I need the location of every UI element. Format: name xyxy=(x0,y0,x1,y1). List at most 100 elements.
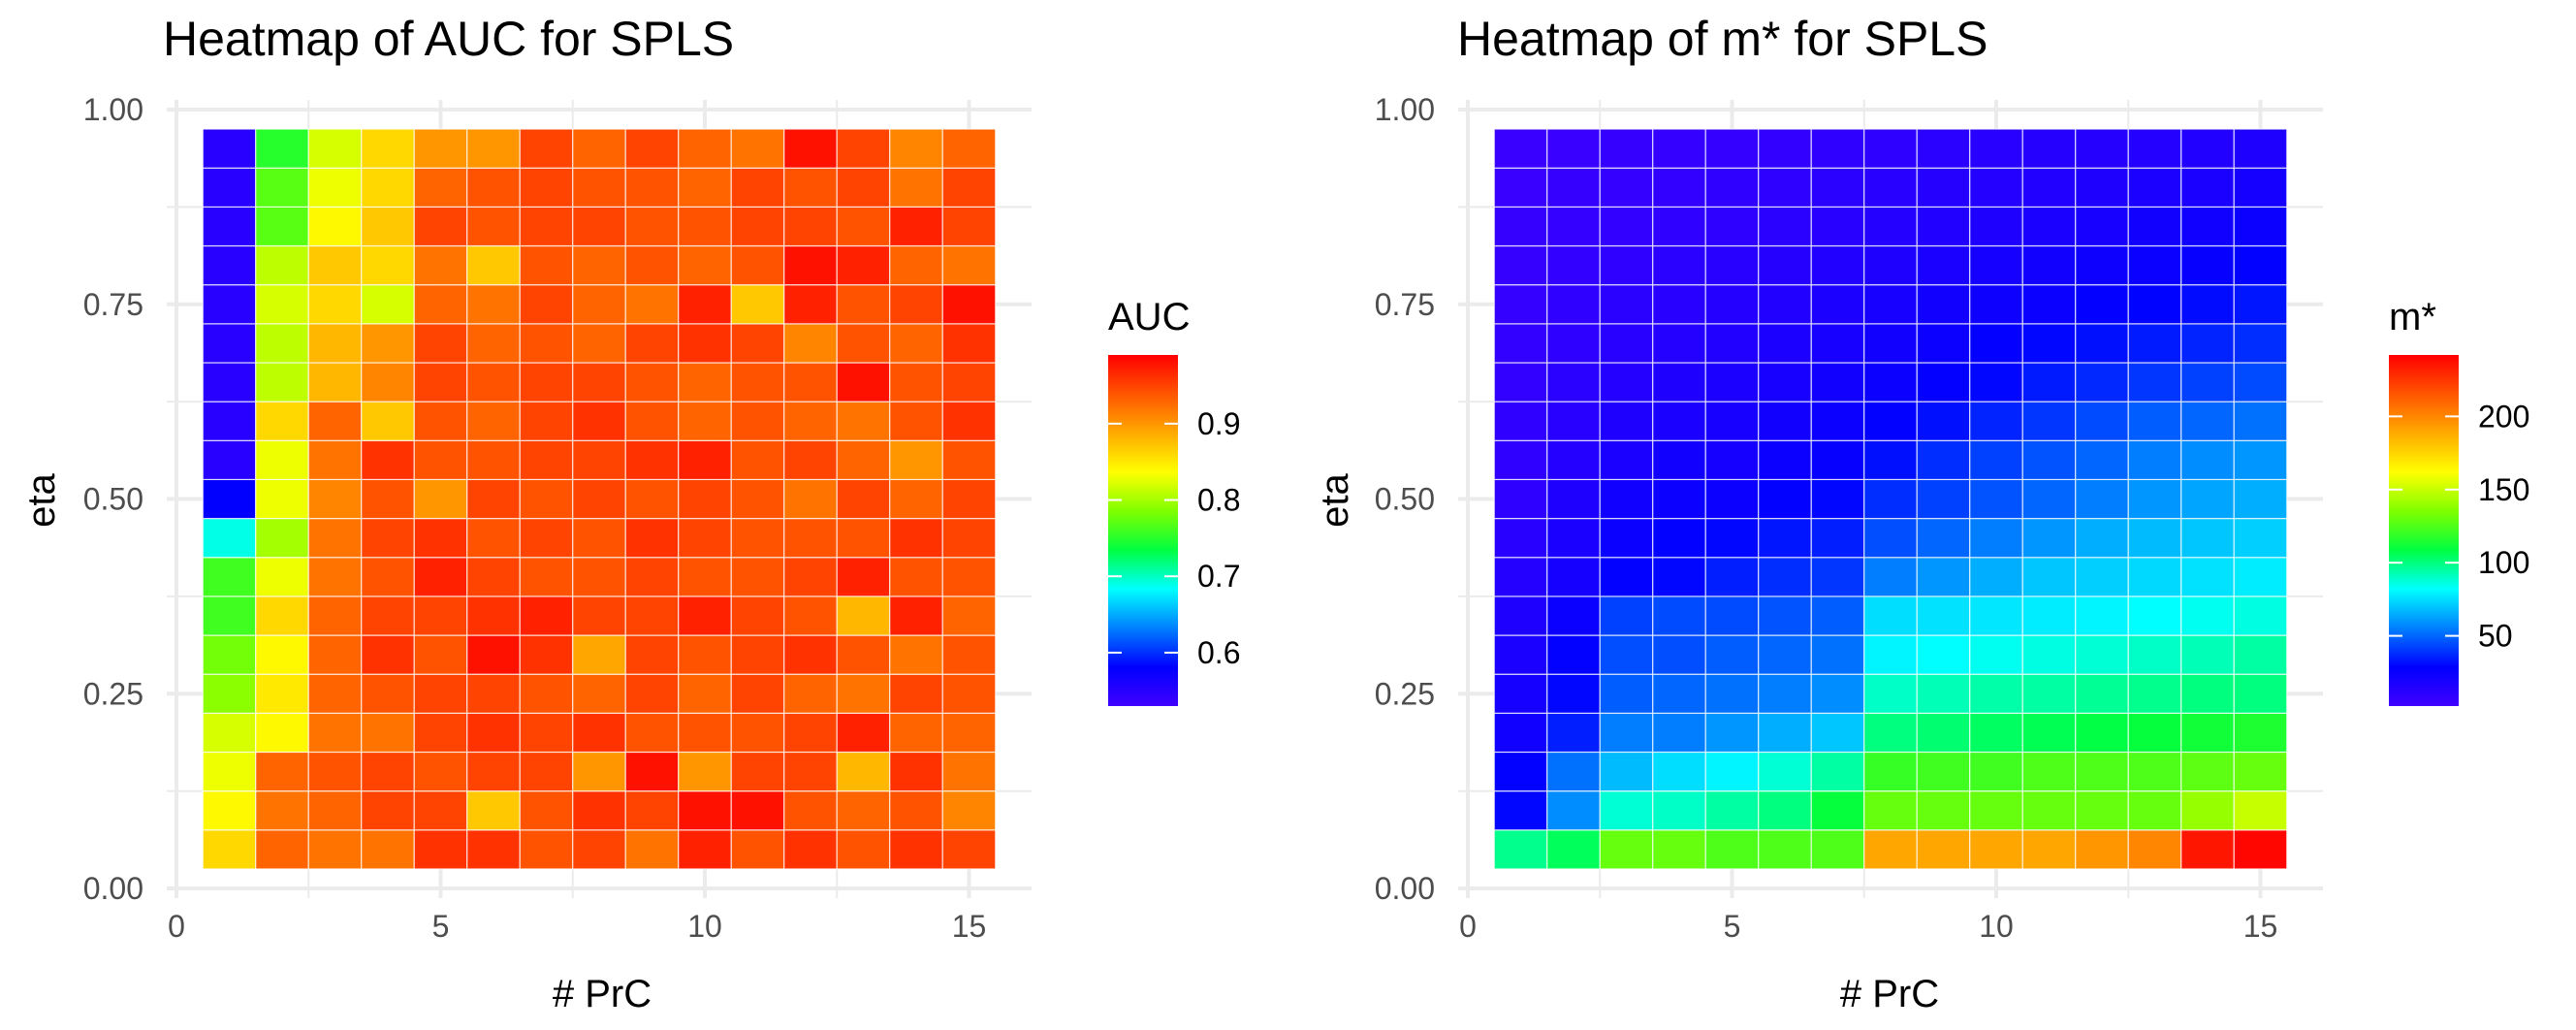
auc-heatmap-cell xyxy=(255,478,309,520)
mstar-heatmap-cell xyxy=(1599,595,1654,636)
auc-heatmap-cell xyxy=(255,517,309,559)
mstar-heatmap-cell xyxy=(1493,362,1548,402)
auc-heatmap-cell xyxy=(783,362,838,402)
mstar-heatmap-cell xyxy=(1652,517,1706,559)
auc-heatmap-cell xyxy=(466,557,521,597)
mstar-heatmap-cell xyxy=(1758,167,1812,208)
auc-heatmap-cell xyxy=(202,284,257,325)
auc-colorbar-label: 0.6 xyxy=(1197,635,1240,670)
auc-heatmap-cell xyxy=(361,167,415,208)
auc-x-tick-labels: 0 5 10 15 xyxy=(168,909,986,944)
auc-heatmap-cell xyxy=(783,790,838,831)
auc-heatmap-cell xyxy=(572,790,626,831)
mstar-heatmap-cell xyxy=(2180,478,2235,520)
auc-heatmap-cell xyxy=(519,712,574,754)
auc-heatmap-cell xyxy=(361,595,415,636)
mstar-heatmap-cell xyxy=(2021,128,2077,169)
auc-heatmap-cell xyxy=(255,323,309,364)
auc-heatmap-cell xyxy=(361,284,415,325)
auc-heatmap-cell xyxy=(572,557,626,597)
mstar-heatmap-cell xyxy=(1758,790,1812,831)
mstar-heatmap-cell xyxy=(1916,478,1971,520)
auc-heatmap-cell xyxy=(889,206,943,247)
mstar-heatmap-cell xyxy=(1546,401,1601,441)
auc-y-tick-label: 0.75 xyxy=(83,287,143,322)
mstar-heatmap-cell xyxy=(1704,829,1760,870)
mstar-heatmap-cell xyxy=(1493,244,1548,286)
mstar-heatmap-cell xyxy=(1599,790,1654,831)
auc-heatmap-cell xyxy=(519,751,574,792)
mstar-heatmap-cell xyxy=(1969,478,2023,520)
auc-heatmap-cell xyxy=(572,595,626,636)
auc-x-tick-label: 0 xyxy=(168,909,185,944)
auc-heatmap-cell xyxy=(730,712,785,754)
mstar-heatmap-cell xyxy=(2075,751,2129,792)
mstar-heatmap-cell xyxy=(1969,244,2023,286)
mstar-heatmap-cell xyxy=(2180,751,2235,792)
auc-colorbar-legend: AUC 0.6 0.7 0.8 0.9 xyxy=(1108,296,1240,706)
mstar-heatmap-cell xyxy=(1969,362,2023,402)
mstar-heatmap-panel: Heatmap of m* for SPLS 0.00 0.25 0.50 0.75 1… xyxy=(1314,12,2529,1015)
auc-heatmap-cell xyxy=(624,478,680,520)
mstar-heatmap-cell xyxy=(2075,167,2129,208)
mstar-heatmap-cell xyxy=(1969,557,2023,597)
mstar-heatmap-cell xyxy=(1969,751,2023,792)
mstar-heatmap-cell xyxy=(1704,323,1760,364)
auc-heatmap-cell xyxy=(889,673,943,714)
auc-heatmap-cell xyxy=(413,167,468,208)
mstar-heatmap-cell xyxy=(2233,128,2288,169)
auc-heatmap-cell xyxy=(624,362,680,402)
auc-colorbar xyxy=(1108,355,1178,706)
mstar-heatmap-cell xyxy=(2127,167,2182,208)
auc-heatmap-cell xyxy=(572,478,626,520)
auc-heatmap-cell xyxy=(836,362,891,402)
mstar-heatmap-cell xyxy=(1758,284,1812,325)
mstar-heatmap-cell xyxy=(2021,634,2077,675)
auc-heatmap-cell xyxy=(413,634,468,675)
auc-heatmap-cell xyxy=(413,362,468,402)
mstar-heatmap-cell xyxy=(1758,712,1812,754)
auc-heatmap-cell xyxy=(255,673,309,714)
auc-colorbar-title: AUC xyxy=(1108,296,1190,338)
mstar-heatmap-cell xyxy=(2233,557,2288,597)
mstar-heatmap-cell xyxy=(2075,401,2129,441)
auc-heatmap-cell xyxy=(255,401,309,441)
mstar-heatmap-cell xyxy=(1758,673,1812,714)
auc-heatmap-cell xyxy=(624,439,680,481)
auc-heatmap-cell xyxy=(361,244,415,286)
mstar-heatmap-cell xyxy=(2075,557,2129,597)
auc-heatmap-cell xyxy=(889,439,943,481)
mstar-heatmap-cell xyxy=(2127,244,2182,286)
mstar-heatmap-cell xyxy=(2075,478,2129,520)
mstar-heatmap-cell xyxy=(1546,517,1601,559)
auc-heatmap-cell xyxy=(361,751,415,792)
mstar-heatmap-cell xyxy=(2127,362,2182,402)
auc-heatmap-cells xyxy=(202,128,997,870)
auc-heatmap-cell xyxy=(519,244,574,286)
auc-heatmap-cell xyxy=(836,244,891,286)
mstar-heatmap-cell xyxy=(1969,829,2023,870)
mstar-heatmap-cell xyxy=(1810,244,1865,286)
mstar-heatmap-cell xyxy=(2127,829,2182,870)
auc-heatmap-cell xyxy=(413,401,468,441)
auc-heatmap-cell xyxy=(572,401,626,441)
auc-heatmap-cell xyxy=(361,439,415,481)
mstar-heatmap-cell xyxy=(2180,323,2235,364)
auc-heatmap-cell xyxy=(941,206,997,247)
auc-heatmap-cell xyxy=(783,595,838,636)
auc-heatmap-cell xyxy=(941,439,997,481)
auc-heatmap-cell xyxy=(307,244,363,286)
auc-heatmap-cell xyxy=(413,478,468,520)
auc-heatmap-cell xyxy=(941,284,997,325)
mstar-heatmap-cell xyxy=(1652,167,1706,208)
auc-x-tick-label: 15 xyxy=(952,909,987,944)
auc-heatmap-cell xyxy=(836,439,891,481)
mstar-heatmap-cell xyxy=(1916,751,1971,792)
auc-heatmap-cell xyxy=(466,751,521,792)
mstar-heatmap-cell xyxy=(1704,128,1760,169)
auc-heatmap-cell xyxy=(889,323,943,364)
auc-heatmap-cell xyxy=(572,751,626,792)
mstar-heatmap-cell xyxy=(1704,206,1760,247)
mstar-heatmap-cell xyxy=(1810,401,1865,441)
